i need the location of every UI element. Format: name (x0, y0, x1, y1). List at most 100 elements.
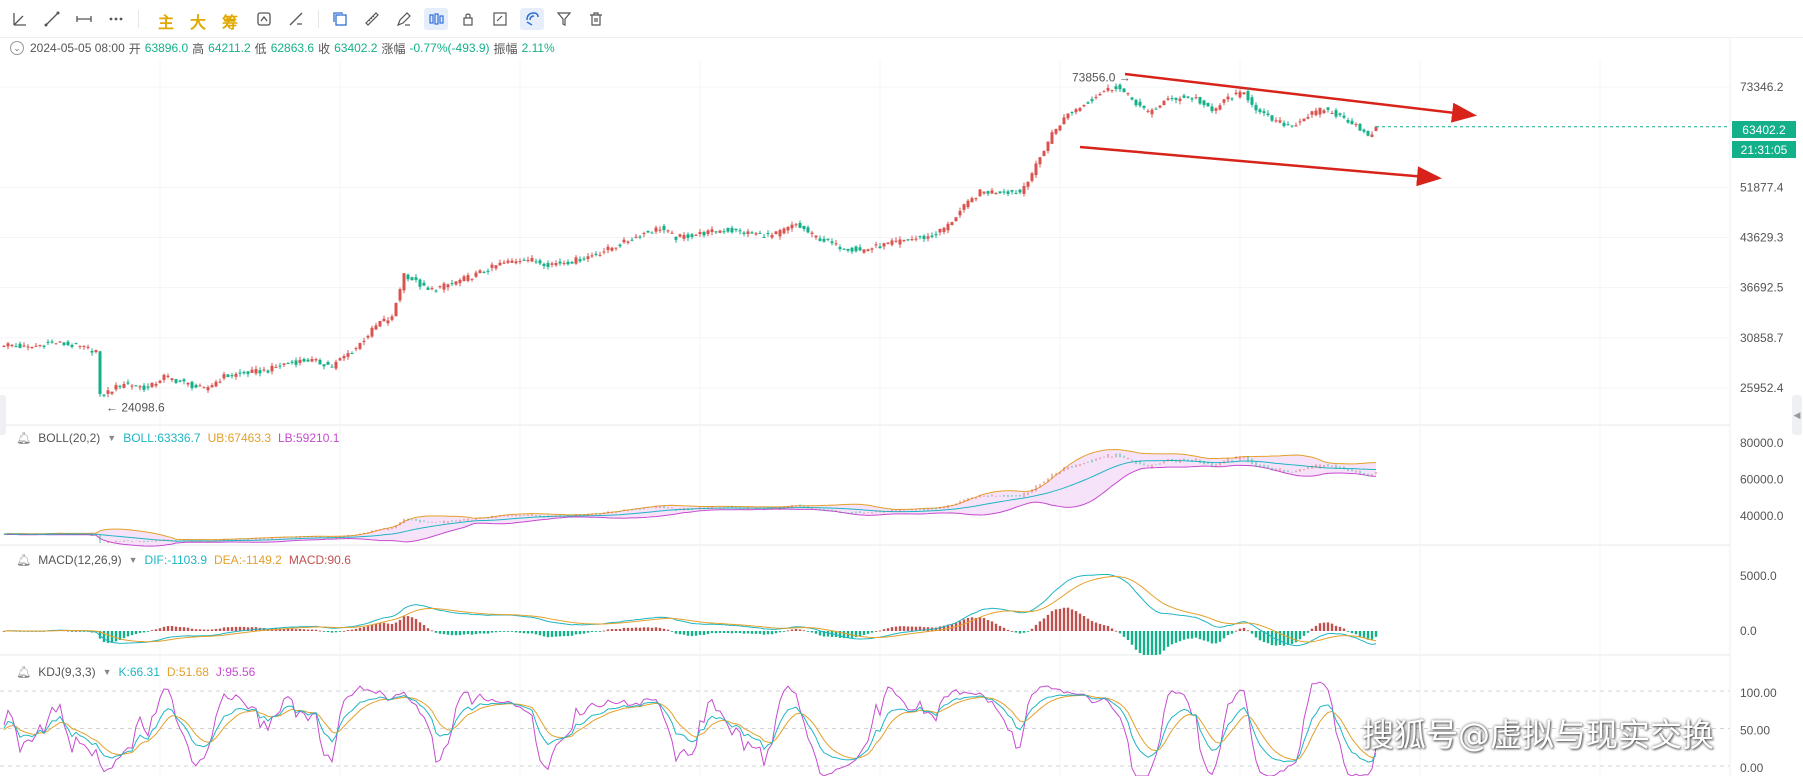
candle-body (154, 383, 158, 386)
candle-body (790, 224, 794, 229)
main-chart-toggle[interactable]: 主 (158, 13, 175, 32)
candlestick-type-icon[interactable] (424, 8, 448, 30)
ruler-icon[interactable] (360, 8, 384, 30)
macd-histogram-bar (1242, 627, 1246, 631)
chip-distribution-toggle[interactable]: 筹 (222, 13, 239, 32)
macd-histogram-bar (510, 631, 514, 632)
line-tool-icon[interactable] (40, 8, 64, 30)
macd-histogram-bar (342, 630, 346, 632)
macd-histogram-bar (454, 631, 458, 636)
candle-body (626, 241, 630, 243)
macd-histogram-bar (890, 627, 894, 631)
candle-body (142, 385, 146, 390)
price-axis-tick: 43629.3 (1740, 230, 1784, 244)
candle-body (774, 231, 778, 235)
macd-histogram-bar (1286, 631, 1290, 645)
macd-histogram-bar (1318, 623, 1322, 631)
candle-body (450, 283, 454, 285)
price-axis-tick: 36692.5 (1740, 281, 1784, 295)
candle-body (490, 264, 494, 268)
macd-histogram-bar (158, 628, 162, 631)
candle-body (1142, 105, 1146, 108)
bell-icon[interactable]: 🔔︎ (16, 553, 32, 567)
candle-body (858, 247, 862, 251)
bell-icon[interactable]: 🔔︎ (16, 665, 32, 679)
macd-histogram-bar (1250, 631, 1254, 634)
right-collapse-handle[interactable]: ◀ (1792, 395, 1802, 435)
candle-body (262, 369, 266, 371)
candle-body (330, 366, 334, 368)
edit-note-icon[interactable] (488, 8, 512, 30)
candle-body (694, 234, 698, 236)
macd-dropdown-icon[interactable]: ▼ (128, 555, 138, 565)
candle-body (826, 238, 830, 240)
boll-dropdown-icon[interactable]: ▼ (107, 433, 117, 443)
candle-body (502, 262, 506, 264)
left-scroll-handle[interactable] (0, 395, 6, 435)
candle-body (1274, 120, 1278, 122)
macd-histogram-bar (750, 631, 754, 634)
macd-histogram-bar (362, 627, 366, 631)
macd-histogram-bar (738, 631, 742, 633)
candle-body (1214, 108, 1218, 111)
kdj-dropdown-icon[interactable]: ▼ (102, 667, 112, 677)
low-value: 62863.6 (270, 41, 315, 55)
candle-body (402, 273, 406, 291)
candle-body (190, 381, 194, 389)
filter-icon[interactable] (552, 8, 576, 30)
copy-icon[interactable] (328, 8, 352, 30)
horizontal-ray-icon[interactable] (72, 8, 96, 30)
candle-body (162, 374, 166, 380)
candle-body (954, 217, 958, 222)
bell-icon[interactable]: 🔔︎ (16, 431, 32, 445)
big-order-toggle[interactable]: 大 (190, 13, 207, 32)
trash-icon[interactable] (584, 8, 608, 30)
macd-histogram-bar (1062, 607, 1066, 631)
candle-body (358, 342, 362, 349)
candle-body (226, 374, 230, 378)
candle-body (78, 345, 82, 347)
macd-histogram-bar (634, 627, 638, 631)
macd-histogram-bar (1086, 618, 1090, 631)
candle-body (1334, 110, 1338, 117)
candle-body (762, 236, 766, 238)
candle-body (494, 265, 498, 269)
candle-body (374, 325, 378, 330)
candle-body (670, 232, 674, 234)
kdj-j-value: J:95.56 (215, 665, 256, 679)
candle-body (538, 260, 542, 264)
macd-histogram-bar (1102, 625, 1106, 631)
macd-histogram-bar (734, 631, 738, 633)
more-tools-icon[interactable] (104, 8, 128, 30)
candle-body (430, 288, 434, 290)
kdj-axis-tick: 0.00 (1740, 761, 1764, 775)
candle-body (1314, 110, 1318, 116)
macd-histogram-bar (942, 625, 946, 631)
price-axis-tick: 30858.7 (1740, 331, 1784, 345)
magnet-icon[interactable] (520, 8, 544, 30)
eraser-line-icon[interactable] (284, 8, 308, 30)
collapse-chevron-icon[interactable]: ⌄ (10, 41, 24, 55)
candle-body (1122, 88, 1126, 93)
macd-histogram-bar (206, 629, 210, 631)
candle-body (238, 372, 242, 374)
pen-icon[interactable] (392, 8, 416, 30)
lock-icon[interactable] (456, 8, 480, 30)
trend-angle-icon[interactable] (8, 8, 32, 30)
candle-body (222, 374, 226, 379)
candle-body (1054, 128, 1058, 134)
macd-histogram-bar (622, 627, 626, 631)
candle-body (94, 350, 98, 353)
candle-body (522, 259, 526, 261)
macd-histogram-bar (322, 631, 326, 632)
candle-body (1086, 102, 1090, 104)
macd-histogram-bar (786, 630, 790, 632)
compare-icon[interactable] (252, 8, 276, 30)
candle-body (906, 239, 910, 241)
macd-histogram-bar (178, 627, 182, 631)
candle-body (1258, 109, 1262, 113)
candle-body (1290, 125, 1294, 127)
macd-histogram-bar (630, 627, 634, 631)
candle-body (1190, 98, 1194, 100)
